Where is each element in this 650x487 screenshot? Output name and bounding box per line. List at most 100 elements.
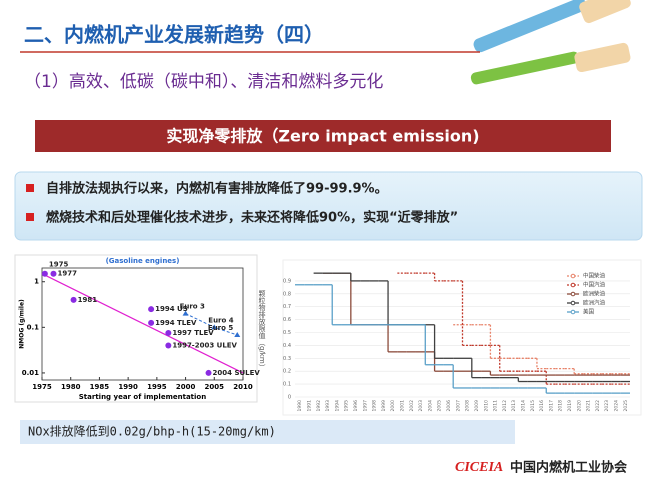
point xyxy=(41,270,48,277)
bullet-box xyxy=(14,171,643,241)
point-label: Euro 4 xyxy=(208,316,233,324)
x-tick-label: 2015 xyxy=(530,400,536,412)
x-tick-label: 1985 xyxy=(90,383,110,391)
x-tick-label: 1990 xyxy=(118,383,138,391)
bullet: 燃烧技术和后处理催化技术进步，未来还将降低90%，实现“近零排放” xyxy=(46,210,458,226)
x-tick-label: 2006 xyxy=(446,400,452,412)
legend-dot xyxy=(570,273,576,279)
x-tick-label: 1994 xyxy=(334,400,340,412)
x-tick-label: 2003 xyxy=(418,400,424,412)
legend-label: 中国汽油 xyxy=(583,281,606,289)
point-label: 2004 SULEV xyxy=(213,369,261,377)
x-tick-label: 2022 xyxy=(595,400,601,412)
point xyxy=(211,324,218,330)
x-tick-label: 2020 xyxy=(576,400,582,412)
point-label: 1975 xyxy=(49,261,69,269)
x-tick-label: 1980 xyxy=(61,383,81,391)
y-tick-label: 0.8 xyxy=(283,291,291,297)
x-tick-label: 2011 xyxy=(493,400,499,412)
point xyxy=(205,369,212,376)
legend-dot xyxy=(570,291,576,297)
legend-label: 欧洲柴油 xyxy=(583,290,606,298)
y-tick-label: 0.1 xyxy=(27,323,40,331)
x-tick-label: 1998 xyxy=(372,400,378,412)
point-label: Euro 3 xyxy=(180,303,205,311)
x-tick-label: 2014 xyxy=(520,400,526,412)
x-tick-label: 2019 xyxy=(567,400,573,412)
x-tick-label: 2004 xyxy=(427,400,433,412)
point-label: 1994 TLEV xyxy=(155,319,197,327)
x-tick-label: 1995 xyxy=(147,383,167,391)
point xyxy=(234,331,241,337)
y-axis-label: 颗粒物排放限值（g/km） xyxy=(258,290,266,371)
x-tick-label: 2013 xyxy=(511,400,517,412)
point-label: 1997 TLEV xyxy=(172,329,214,337)
x-tick-label: 2017 xyxy=(548,400,554,412)
x-tick-label: 2010 xyxy=(233,383,253,391)
bullet-marker xyxy=(26,213,34,221)
chart-title: (Gasoline engines) xyxy=(106,257,180,265)
x-tick-label: 2000 xyxy=(390,400,396,412)
y-axis-label: NMOG (g/mile) xyxy=(19,299,26,349)
brush-decoration xyxy=(470,0,631,85)
x-tick-label: 2005 xyxy=(205,383,225,391)
y-tick-label: 0.1 xyxy=(283,382,291,388)
x-tick-label: 2021 xyxy=(586,400,592,412)
point-label: 1997-2003 ULEV xyxy=(172,341,237,349)
point xyxy=(70,296,77,303)
x-tick-label: 2000 xyxy=(176,383,196,391)
x-tick-label: 2016 xyxy=(539,400,545,412)
point-label: 1981 xyxy=(78,296,98,304)
bullet-marker xyxy=(26,184,34,192)
y-tick-label: 0.6 xyxy=(283,317,291,323)
footer-org: 中国内燃机工业协会 xyxy=(510,460,628,476)
subtitle: （1）高效、低碳（碳中和）、清洁和燃料多元化 xyxy=(24,72,383,92)
bullet: 自排放法规执行以来，内燃机有害排放降低了99-99.9%。 xyxy=(46,181,388,197)
point xyxy=(165,330,172,337)
x-tick-label: 1991 xyxy=(306,400,312,412)
y-tick-label: 0.7 xyxy=(283,304,291,310)
y-tick-label: 0.3 xyxy=(283,356,291,362)
y-tick-label: 0.4 xyxy=(283,343,291,349)
plot-area xyxy=(41,267,244,381)
banner-box xyxy=(35,120,611,152)
x-tick-label: 1990 xyxy=(297,400,303,412)
x-axis-label: Starting year of implementation xyxy=(79,393,206,401)
point xyxy=(50,270,57,277)
point-label: Euro 5 xyxy=(208,324,233,332)
x-tick-label: 1975 xyxy=(32,383,52,391)
legend-dot xyxy=(570,282,576,288)
y-tick-label: 0.9 xyxy=(283,278,291,284)
note: NOx排放降低到0.02g/bhp-h(15-20mg/km) xyxy=(28,424,276,439)
y-tick-label: 0.5 xyxy=(283,330,291,336)
legend-label: 欧洲汽油 xyxy=(583,299,606,307)
x-tick-label: 2023 xyxy=(604,400,610,412)
y-tick-label: 0.01 xyxy=(22,369,39,377)
legend-label: 美国 xyxy=(583,308,595,316)
footer-logo: CICEIA xyxy=(455,460,503,475)
x-tick-label: 2001 xyxy=(400,400,406,412)
y-tick-label: 0 xyxy=(288,395,291,401)
note-box xyxy=(20,420,515,444)
x-tick-label: 2010 xyxy=(483,400,489,412)
x-tick-label: 2008 xyxy=(465,400,471,412)
point xyxy=(165,342,172,349)
point xyxy=(148,319,155,326)
point xyxy=(148,306,155,313)
point-label: 1994 US xyxy=(155,305,188,313)
x-tick-label: 2005 xyxy=(437,400,443,412)
title: 二、内燃机产业发展新趋势（四） xyxy=(24,23,324,47)
legend-label: 中国柴油 xyxy=(583,272,606,280)
legend-dot xyxy=(570,300,576,306)
y-tick-label: 0.2 xyxy=(283,369,291,375)
x-tick-label: 2009 xyxy=(474,400,480,412)
x-tick-label: 2007 xyxy=(455,400,461,412)
x-tick-label: 2002 xyxy=(409,400,415,412)
y-tick-label: 1 xyxy=(34,278,39,286)
legend-dot xyxy=(570,309,576,315)
x-tick-label: 1996 xyxy=(353,400,359,412)
x-tick-label: 1993 xyxy=(325,400,331,412)
x-tick-label: 2018 xyxy=(558,400,564,412)
x-tick-label: 1997 xyxy=(362,400,368,412)
